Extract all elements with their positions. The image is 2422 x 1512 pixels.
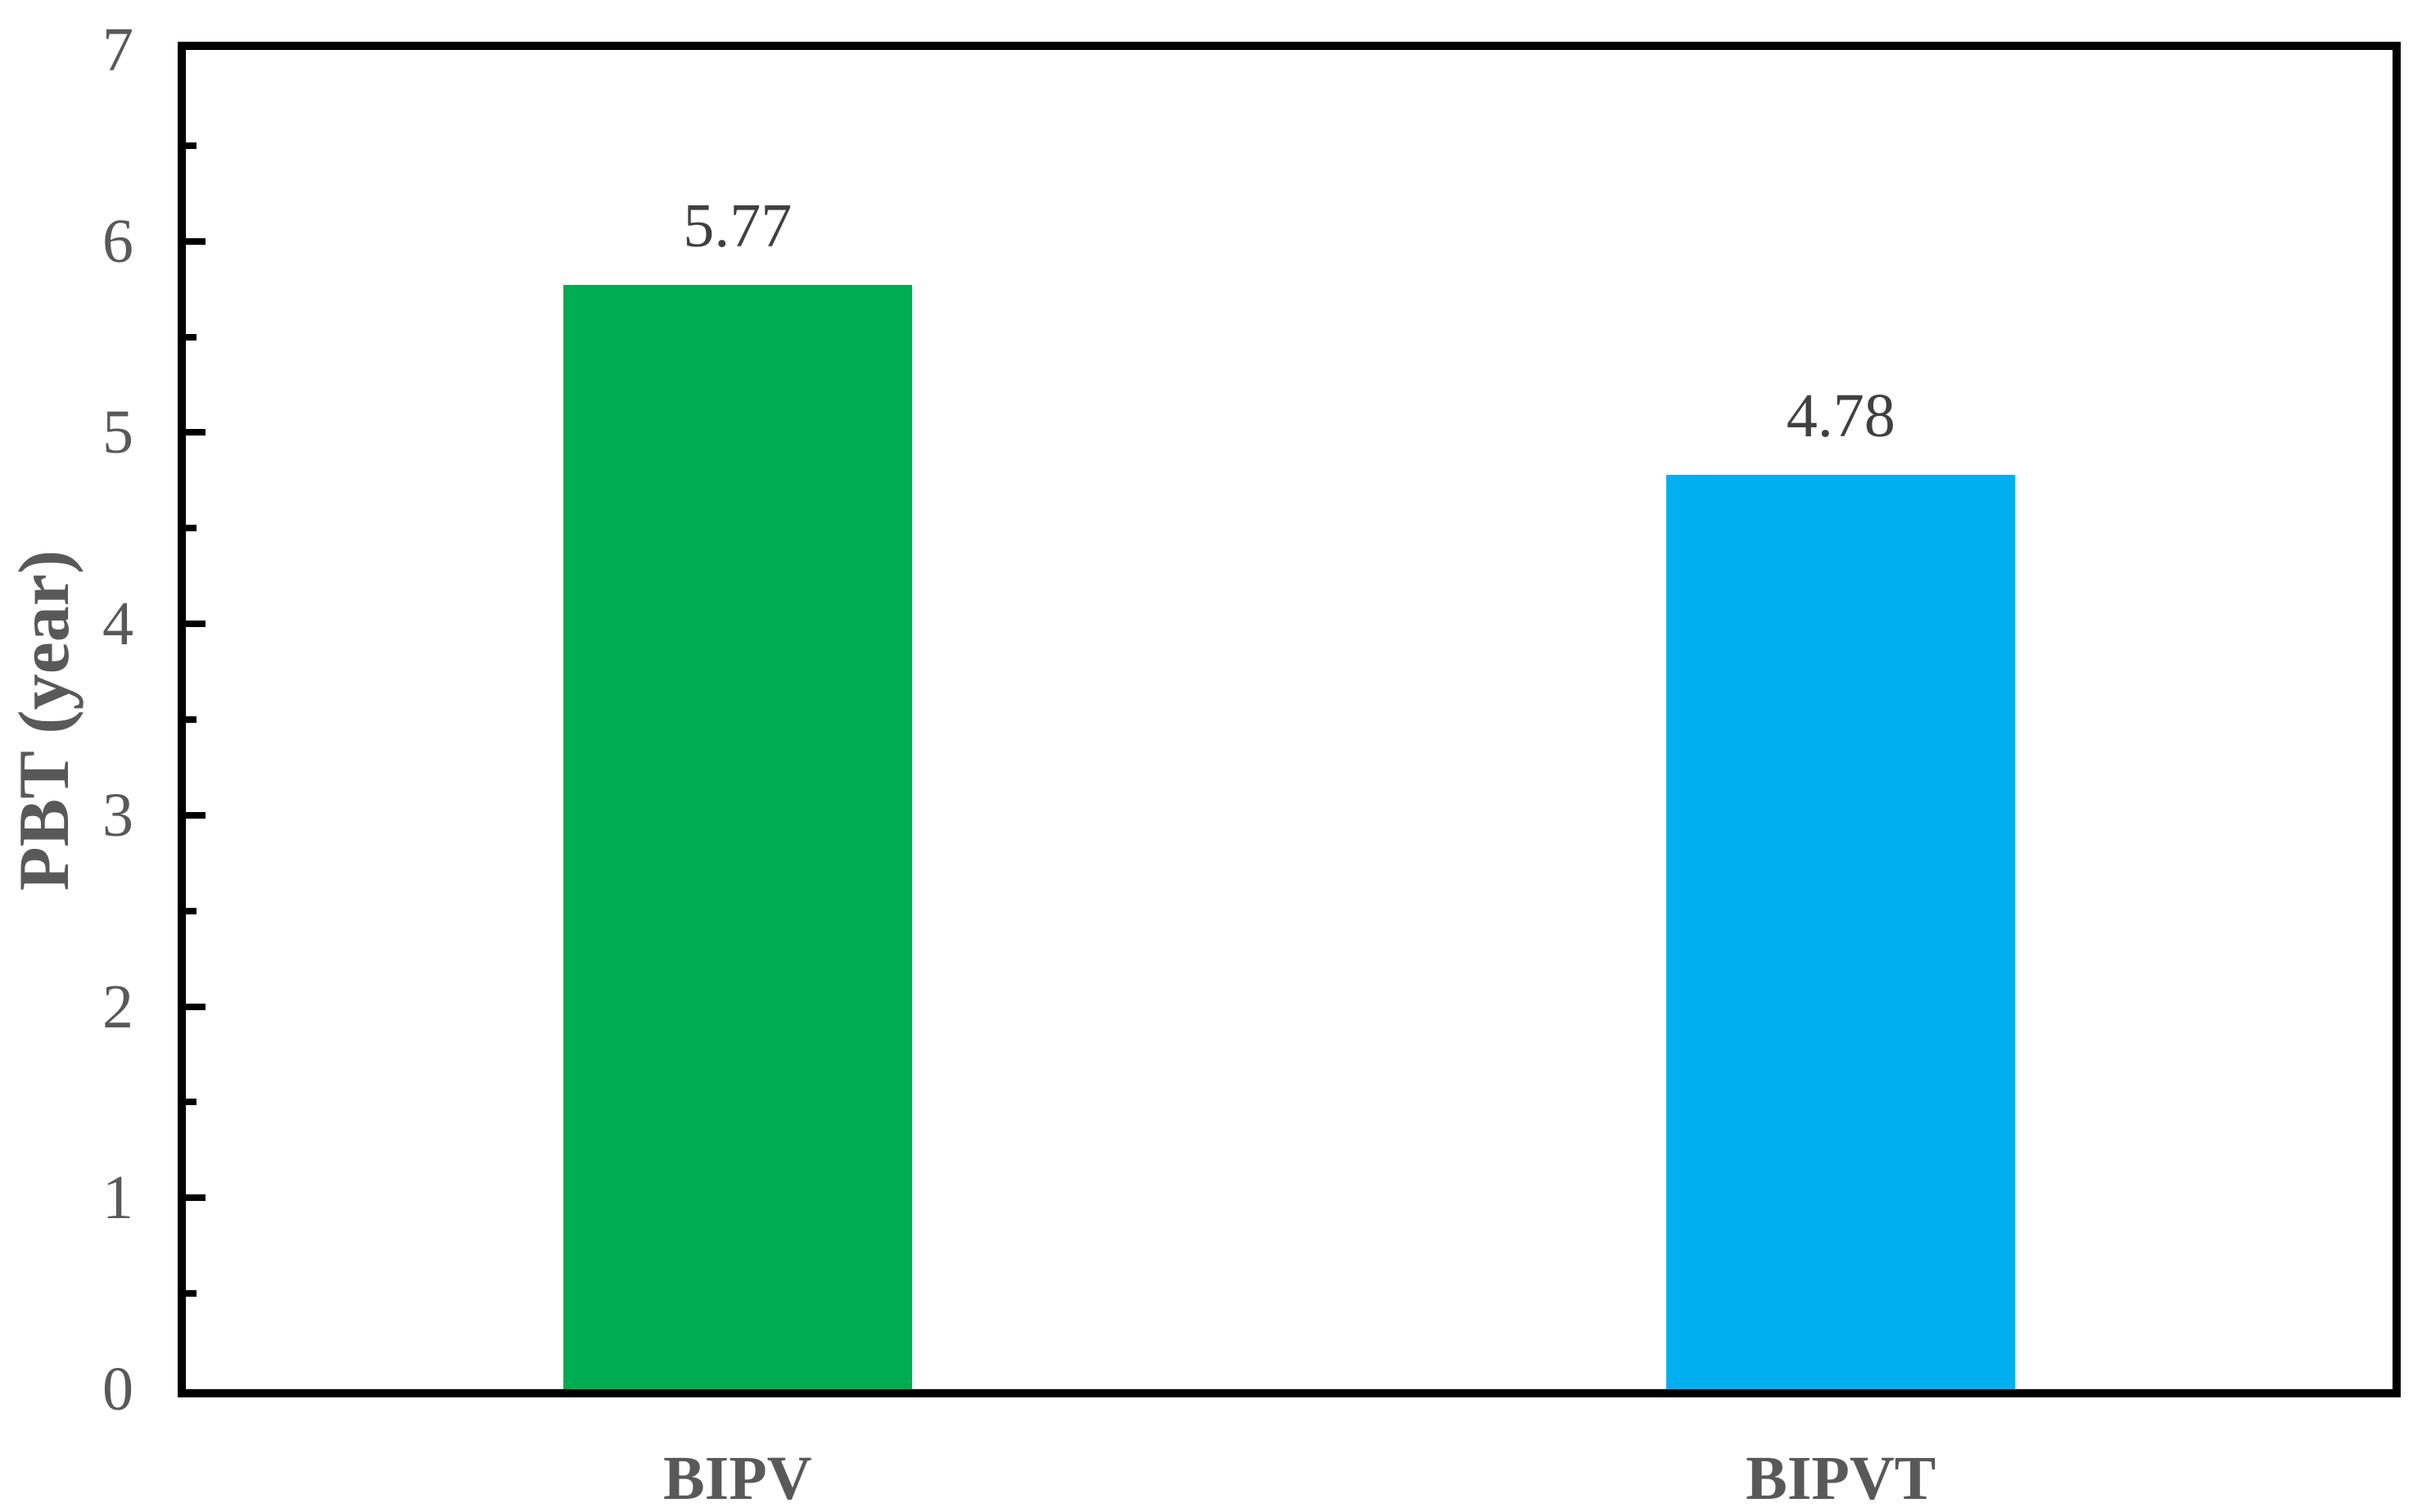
bar-bipv <box>563 285 912 1389</box>
y-minor-tick <box>186 907 197 914</box>
y-tick-label-4: 4 <box>102 589 133 659</box>
value-label-bipv: 5.77 <box>683 192 793 261</box>
bar-bipvt <box>1666 474 2016 1389</box>
y-tick-label-5: 5 <box>102 398 133 467</box>
y-minor-tick <box>186 716 197 723</box>
plot-area: 5.77 4.78 <box>178 42 2401 1397</box>
y-tick-label-1: 1 <box>102 1163 133 1233</box>
y-minor-tick <box>186 142 197 149</box>
y-minor-tick <box>186 525 197 532</box>
y-tick-label-6: 6 <box>102 206 133 276</box>
y-major-tick <box>186 237 206 245</box>
y-major-tick <box>186 429 206 436</box>
y-minor-tick <box>186 1290 197 1298</box>
x-category-label-bipvt: BIPVT <box>1746 1444 1936 1512</box>
y-minor-tick <box>186 1099 197 1106</box>
y-tick-label-0: 0 <box>102 1355 133 1424</box>
y-tick-label-7: 7 <box>102 16 133 84</box>
y-major-tick <box>186 621 206 628</box>
y-major-tick <box>186 811 206 819</box>
y-minor-tick <box>186 333 197 341</box>
x-category-label-bipv: BIPV <box>662 1444 812 1512</box>
y-axis-title: PBT (year) <box>5 549 84 891</box>
y-tick-label-2: 2 <box>102 972 133 1041</box>
value-label-bipvt: 4.78 <box>1786 381 1896 450</box>
y-tick-label-3: 3 <box>102 780 133 850</box>
y-major-tick <box>186 1194 206 1202</box>
y-major-tick <box>186 1003 206 1010</box>
